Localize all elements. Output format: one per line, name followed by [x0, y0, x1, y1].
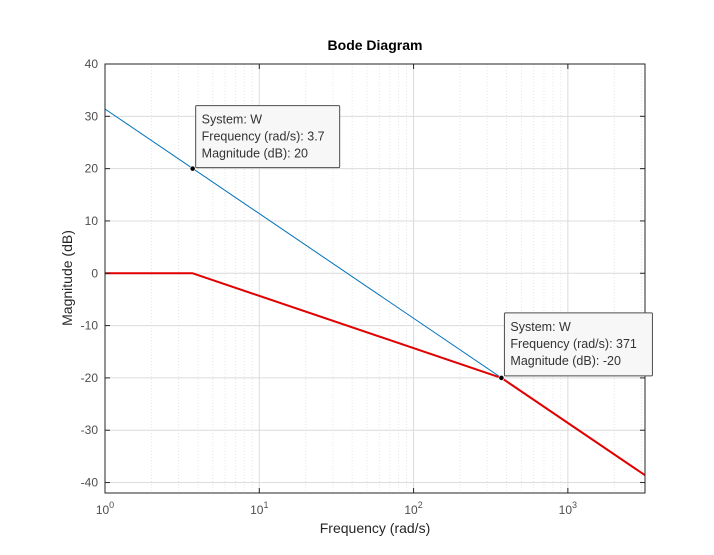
- datatip-text: System: W: [202, 113, 263, 127]
- x-tick-label: 100: [96, 500, 114, 517]
- x-tick-label: 102: [404, 500, 422, 517]
- plot-area: [105, 64, 645, 493]
- y-tick-labels: 40 30 20 10 0 -10 -20 -30 -40: [81, 57, 99, 490]
- x-tick-label: 101: [250, 500, 268, 517]
- major-grid: [105, 63, 645, 493]
- x-tick-labels: 100 101 102 103: [96, 500, 577, 517]
- datatip-box: [503, 312, 653, 377]
- x-tick-label: 103: [559, 500, 577, 517]
- datatip-marker: [189, 165, 196, 172]
- y-tick-label: -30: [81, 423, 99, 437]
- y-tick-label: -20: [81, 371, 99, 385]
- datatips: System: W Frequency (rad/s): 3.7 Magnitude…: [189, 105, 653, 381]
- magnitude-line: [105, 272, 646, 477]
- datatip-text: Frequency (rad/s): 3.7: [202, 130, 325, 144]
- y-tick-label: 10: [85, 214, 99, 228]
- minor-grid: [150, 64, 642, 493]
- x-axis-label: Frequency (rad/s): [320, 520, 430, 536]
- y-tick-label: 30: [85, 109, 99, 123]
- datatip-text: Magnitude (dB): 20: [202, 147, 308, 161]
- datatip-text: Magnitude (dB): -20: [510, 354, 621, 368]
- y-tick-label: -10: [81, 319, 99, 333]
- datatip-text: Frequency (rad/s): 371: [510, 337, 636, 351]
- datatip-marker: [498, 375, 505, 381]
- datatip-text: System: W: [510, 320, 571, 334]
- chart-title: Bode Diagram: [328, 37, 423, 53]
- y-axis-label: Magnitude (dB): [59, 230, 75, 326]
- datatip-box: [195, 105, 341, 169]
- y-tick-label: -40: [81, 476, 99, 490]
- y-tick-label: 0: [91, 266, 98, 280]
- plot-frame: [104, 63, 646, 494]
- y-tick-label: 40: [85, 57, 99, 71]
- y-tick-label: 20: [85, 162, 99, 176]
